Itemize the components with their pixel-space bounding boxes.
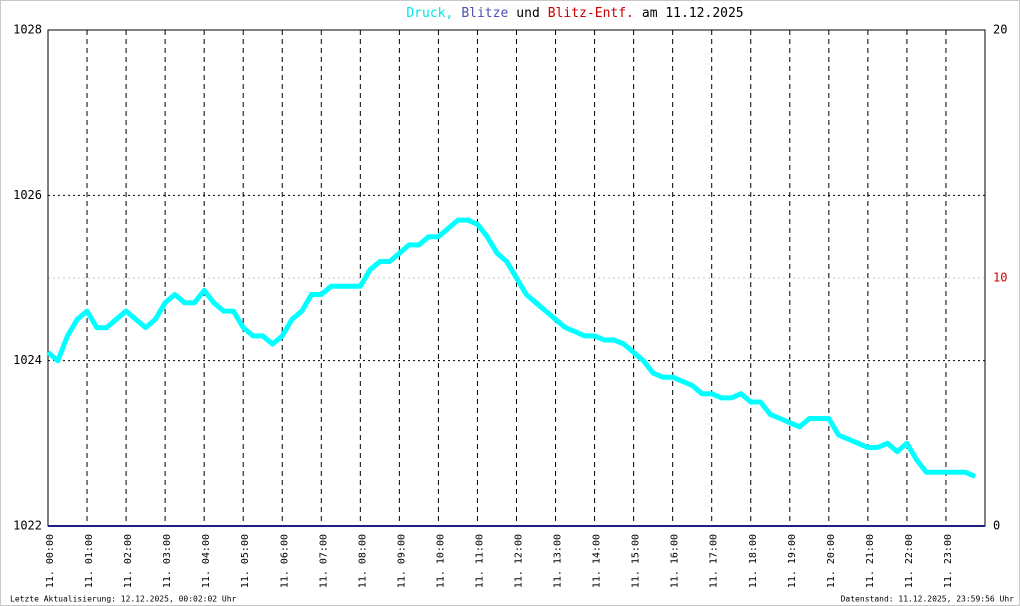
y-tick-label: 1024 [13, 353, 42, 367]
y-tick-label: 1026 [13, 188, 42, 202]
x-tick-label: 11. 04:00 [201, 534, 212, 588]
y2-tick-label: 10 [993, 271, 1007, 285]
chart-title: Druck, Blitze und Blitz-Entf. am 11.12.2025 [406, 6, 743, 21]
x-tick-label: 11. 07:00 [318, 534, 329, 588]
y2-tick-label: 0 [993, 519, 1000, 533]
x-tick-label: 11. 10:00 [435, 534, 446, 588]
x-tick-label: 11. 03:00 [162, 534, 173, 588]
title-part: und [516, 6, 539, 21]
x-tick-label: 11. 00:00 [45, 534, 56, 588]
x-tick-label: 11. 12:00 [514, 534, 525, 588]
x-tick-label: 11. 02:00 [123, 534, 134, 588]
title-part: Blitz-Entf. [548, 6, 634, 21]
x-tick-label: 11. 08:00 [357, 534, 368, 588]
x-tick-label: 11. 16:00 [670, 534, 681, 588]
y-tick-label: 1028 [13, 23, 42, 37]
y-tick-label: 1022 [13, 519, 42, 533]
footer-right: Datenstand: 11.12.2025, 23:59:56 Uhr [841, 595, 1015, 604]
x-tick-label: 11. 09:00 [396, 534, 407, 588]
x-tick-label: 11. 22:00 [904, 534, 915, 588]
footer-left: Letzte Aktualisierung: 12.12.2025, 00:02… [10, 595, 237, 604]
x-tick-label: 11. 23:00 [943, 534, 954, 588]
data-line [46, 217, 977, 479]
title-part: am 11.12.2025 [642, 6, 744, 21]
title-part: Blitze [461, 6, 508, 21]
title-part: Druck, [406, 6, 453, 21]
x-tick-label: 11. 14:00 [592, 534, 603, 588]
x-tick-label: 11. 15:00 [631, 534, 642, 588]
y2-tick-label: 20 [993, 23, 1007, 37]
x-tick-label: 11. 01:00 [84, 534, 95, 588]
x-tick-label: 11. 18:00 [748, 534, 759, 588]
x-tick-label: 11. 11:00 [474, 534, 485, 588]
x-tick-label: 11. 05:00 [240, 534, 251, 588]
x-tick-label: 11. 21:00 [865, 534, 876, 588]
x-tick-label: 11. 17:00 [709, 534, 720, 588]
x-tick-label: 11. 20:00 [826, 534, 837, 588]
x-tick-label: 11. 19:00 [787, 534, 798, 588]
x-tick-label: 11. 06:00 [279, 534, 290, 588]
x-tick-label: 11. 13:00 [553, 534, 564, 588]
